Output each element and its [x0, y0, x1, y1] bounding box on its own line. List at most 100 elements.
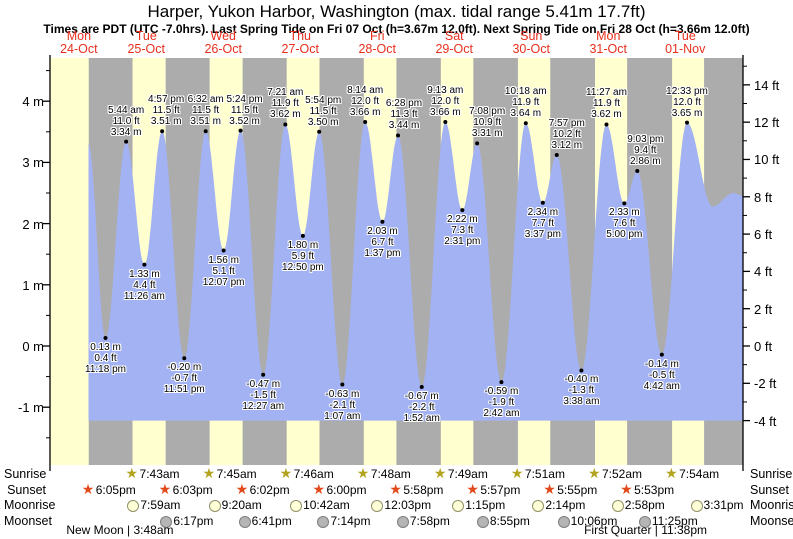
- day-of-week: Tue: [135, 29, 157, 43]
- high-tide-dot: [124, 139, 129, 144]
- annotation-line: 3:37 pm: [524, 228, 561, 240]
- sunrise-time: 7:52am: [601, 467, 643, 481]
- annotation-line: -1.9 ft: [488, 397, 515, 409]
- moonrise-time: 10:42am: [303, 498, 350, 512]
- low-tide-dot: [419, 385, 424, 390]
- annotation-line: 11.0 ft: [112, 115, 140, 127]
- annotation-line: 11:26 am: [123, 290, 165, 302]
- high-tide-annotation: 6:28 pm 11.3 ft 3.44 m: [360, 98, 448, 131]
- sunset-star-icon: ★: [620, 480, 633, 497]
- annotation-line: 8:14 am: [347, 85, 384, 96]
- annotation-line: 3:38 am: [563, 396, 600, 408]
- moonset-time: 10:06pm: [570, 513, 618, 528]
- annotation-line: 1:37 pm: [364, 247, 401, 259]
- annotation-line: 4:42 am: [643, 380, 680, 392]
- annotation-line: 1.33 m: [129, 268, 160, 280]
- moonrise-moon-icon: [532, 500, 545, 512]
- sunset-time: 6:00pm: [326, 482, 367, 497]
- high-tide-dot: [283, 122, 288, 127]
- high-tide-dot: [604, 122, 609, 127]
- sunset-star-icon: ★: [543, 480, 556, 497]
- moonset-time: 7:58pm: [409, 513, 450, 528]
- low-tide-annotation: 2.22 m 7.3 ft 2:31 pm: [418, 214, 506, 247]
- moonset-time: 6:17pm: [173, 513, 214, 528]
- annotation-line: 2.34 m: [527, 206, 559, 218]
- day-label: Mon 24-Oct: [37, 30, 121, 56]
- annotation-line: 3.52 m: [229, 115, 260, 127]
- low-tide-annotation: -0.47 m -1.5 ft 12:27 am: [219, 379, 307, 412]
- annotation-line: -0.59 m: [484, 386, 519, 398]
- sunrise-time: 7:49am: [447, 467, 488, 481]
- sunrise-time: 7:43am: [139, 467, 180, 481]
- row-caption-right-moonrise: Moonrise: [750, 498, 793, 512]
- annotation-line: 9:13 am: [427, 85, 464, 96]
- annotation-line: 11.3 ft: [390, 109, 418, 121]
- right-axis-tick-label: 0 ft: [754, 339, 773, 354]
- day-date: 25-Oct: [127, 42, 165, 56]
- moonrise-time: 7:59am: [140, 498, 181, 512]
- annotation-line: 11.5 ft: [309, 105, 337, 117]
- sunrise-star-icon: ★: [433, 465, 447, 481]
- moonset-moon-icon: [317, 515, 330, 528]
- high-tide-dot: [443, 120, 448, 125]
- moonrise-time: 12:03pm: [384, 498, 432, 512]
- annotation-line: 7.7 ft: [531, 217, 554, 229]
- annotation-line: 1:07 am: [324, 410, 361, 422]
- low-tide-annotation: -0.20 m -0.7 ft 11:51 pm: [140, 362, 228, 395]
- sunset-time: 5:55pm: [557, 482, 598, 497]
- day-label: Sat 29-Oct: [412, 30, 496, 56]
- moonrise-moon-icon: [690, 500, 703, 512]
- annotation-line: -0.47 m: [246, 378, 281, 390]
- day-of-week: Wed: [210, 29, 236, 43]
- high-tide-annotation: 5:44 am 11.0 ft 3.34 m: [82, 105, 170, 138]
- sunset-star-icon: ★: [389, 480, 402, 497]
- moonrise-time: 3:31pm: [703, 498, 744, 512]
- annotation-line: 5.9 ft: [291, 250, 315, 262]
- day-label: Sun 30-Oct: [489, 30, 573, 56]
- annotation-line: 12.0 ft: [431, 96, 460, 107]
- annotation-line: 10.9 ft: [473, 117, 502, 129]
- high-tide-dot: [317, 129, 322, 134]
- sunset-time: 5:53pm: [634, 482, 675, 497]
- left-axis-tick-label: 2 m: [22, 216, 44, 232]
- low-tide-dot: [142, 262, 147, 267]
- annotation-line: 5:24 pm: [226, 93, 263, 105]
- annotation-line: -0.63 m: [325, 388, 360, 400]
- low-tide-dot: [261, 372, 266, 377]
- annotation-line: 0.13 m: [90, 342, 121, 354]
- sunrise-star-icon: ★: [125, 465, 139, 481]
- high-tide-annotation: 5:24 pm 11.5 ft 3.52 m: [201, 94, 289, 127]
- sunrise-time: 7:46am: [293, 467, 334, 481]
- annotation-line: 2.03 m: [367, 225, 398, 237]
- right-axis-tick-label: 12 ft: [754, 115, 780, 131]
- high-tide-annotation: 9:13 am 12.0 ft 3.66 m: [401, 85, 489, 118]
- annotation-line: 10:18 am: [504, 86, 547, 98]
- annotation-line: 3.12 m: [551, 140, 583, 152]
- low-tide-annotation: -0.63 m -2.1 ft 1:07 am: [298, 389, 386, 422]
- moon-phase-label: New Moon | 3:48am: [66, 523, 174, 537]
- day-of-week: Mon: [596, 29, 621, 43]
- high-tide-annotation: 7:57 pm 10.2 ft 3.12 m: [523, 118, 611, 151]
- row-caption-right-sunset: Sunset: [750, 482, 789, 497]
- low-tide-annotation: 1.56 m 5.1 ft 12:07 pm: [180, 255, 268, 288]
- low-tide-annotation: 1.33 m 4.4 ft 11:26 am: [100, 269, 188, 302]
- annotation-line: 11.9 ft: [592, 98, 621, 110]
- low-tide-annotation: 2.34 m 7.7 ft 3:37 pm: [499, 207, 587, 240]
- sunrise-star-icon: ★: [510, 465, 524, 481]
- right-axis-tick-label: 2 ft: [754, 301, 773, 317]
- sunset-time: 5:57pm: [480, 482, 521, 497]
- annotation-line: 3.62 m: [270, 109, 301, 121]
- high-tide-annotation: 7:08 pm 10.9 ft 3.31 m: [443, 106, 531, 139]
- low-tide-annotation: 2.33 m 7.6 ft 5:00 pm: [580, 207, 668, 240]
- annotation-line: 3.64 m: [510, 108, 542, 120]
- moonset-moon-icon: [160, 515, 173, 528]
- annotation-line: 1.56 m: [208, 254, 239, 266]
- chart-subtitle: Times are PDT (UTC -7.0hrs). Last Spring…: [43, 22, 750, 36]
- annotation-line: 3.51 m: [190, 116, 221, 128]
- moonrise-moon-icon: [290, 500, 303, 512]
- moonrise-moon-icon: [611, 500, 624, 512]
- day-date: 28-Oct: [358, 42, 396, 56]
- sunrise-time: 7:45am: [216, 467, 257, 481]
- annotation-line: 1.80 m: [287, 239, 319, 251]
